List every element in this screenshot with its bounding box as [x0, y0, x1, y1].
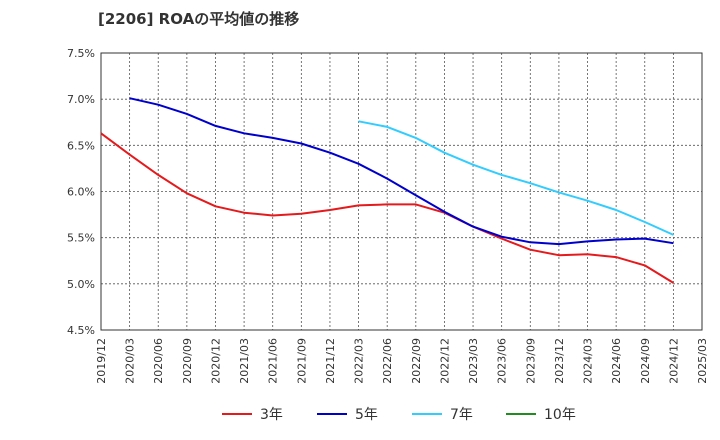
x-tick-label: 2023/03	[467, 338, 480, 384]
series-lines	[100, 97, 674, 284]
x-axis: 2019/12 2020/03 2020/06 2020/09 2020/12 2021/…	[95, 338, 709, 384]
y-tick-label: 6.0%	[67, 186, 95, 199]
x-tick-label: 2021/03	[238, 338, 251, 384]
x-tick-label: 2024/12	[667, 338, 680, 384]
x-tick-label: 2020/12	[209, 338, 222, 384]
x-tick-label: 2024/06	[610, 338, 623, 384]
y-tick-label: 4.5%	[67, 324, 95, 337]
x-tick-label: 2022/12	[438, 338, 451, 384]
x-tick-label: 2021/12	[324, 338, 337, 384]
series-line	[129, 97, 674, 246]
legend-label: 7年	[450, 407, 473, 423]
y-axis: 4.5% 5.0% 5.5% 6.0% 6.5% 7.0% 7.5%	[67, 47, 95, 337]
legend-label: 5年	[355, 407, 378, 423]
legend-label: 3年	[260, 407, 283, 423]
x-tick-label: 2021/09	[295, 338, 308, 384]
x-tick-label: 2022/03	[353, 338, 366, 384]
legend: 3年 5年 7年 10年	[222, 407, 576, 423]
x-tick-label: 2022/09	[410, 338, 423, 384]
x-tick-label: 2023/06	[496, 338, 509, 384]
x-tick-label: 2024/09	[639, 338, 652, 384]
x-tick-label: 2023/09	[524, 338, 537, 384]
x-tick-label: 2020/06	[152, 338, 165, 384]
x-tick-label: 2020/09	[181, 338, 194, 384]
grid-lines	[101, 53, 702, 330]
y-tick-label: 7.5%	[67, 47, 95, 60]
plot-frame	[100, 52, 703, 331]
y-tick-label: 7.0%	[67, 93, 95, 106]
x-tick-label: 2022/06	[381, 338, 394, 384]
series-line	[100, 132, 674, 284]
legend-label: 10年	[544, 407, 576, 423]
chart-title: [2206] ROAの平均値の推移	[98, 10, 299, 28]
y-tick-label: 6.5%	[67, 139, 95, 152]
y-tick-label: 5.5%	[67, 232, 95, 245]
x-tick-label: 2019/12	[95, 338, 108, 384]
x-tick-label: 2023/12	[553, 338, 566, 384]
x-tick-label: 2025/03	[696, 338, 709, 384]
x-tick-label: 2024/03	[582, 338, 595, 384]
x-tick-label: 2021/06	[267, 338, 280, 384]
x-tick-label: 2020/03	[124, 338, 137, 384]
series-line	[358, 120, 674, 236]
y-tick-label: 5.0%	[67, 278, 95, 291]
